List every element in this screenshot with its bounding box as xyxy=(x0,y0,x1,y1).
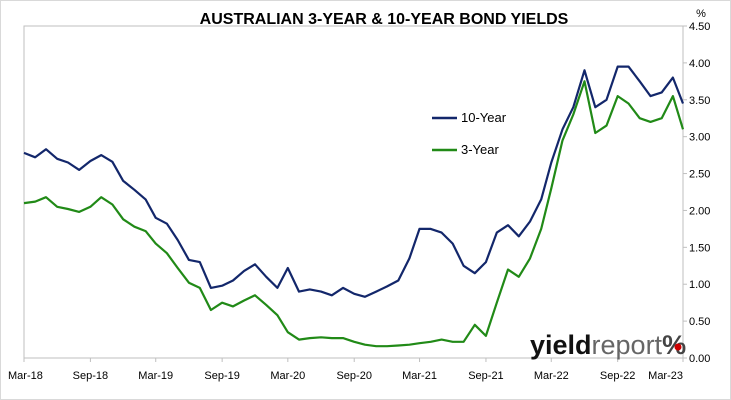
x-tick-label: Sep-20 xyxy=(336,370,371,382)
x-axis: Mar-18 Sep-18 Mar-19 Sep-19 Mar-20 Sep-20 Mar-… xyxy=(8,358,684,382)
series-lines xyxy=(23,65,685,348)
x-tick-label: Mar-18 xyxy=(8,370,43,382)
logo-percent-text: % xyxy=(662,330,686,360)
y-axis: 0.00 0.50 1.00 1.50 2.00 2.50 3.00 3.50 4.00 4.50 xyxy=(683,21,710,365)
legend-label-3-year: 3-Year xyxy=(461,142,499,157)
logo-percent-dot xyxy=(674,343,682,351)
y-tick-label: 3.50 xyxy=(689,95,710,107)
series-line-3-year xyxy=(23,80,685,348)
y-tick-label: 1.50 xyxy=(689,242,710,254)
x-tick-label: Mar-19 xyxy=(138,370,173,382)
y-tick-label: 4.00 xyxy=(689,58,710,70)
y-tick-label: 0.00 xyxy=(689,353,710,365)
x-tick-label: Sep-18 xyxy=(73,370,108,382)
plot-area xyxy=(23,25,684,359)
y-tick-label: 1.00 xyxy=(689,279,710,291)
y-tick-label: 0.50 xyxy=(689,316,710,328)
logo-yield-text: yield xyxy=(530,330,592,360)
x-tick-label: Mar-21 xyxy=(402,370,437,382)
x-tick-label: Mar-20 xyxy=(270,370,305,382)
x-tick-label: Sep-21 xyxy=(468,370,503,382)
x-tick-label: Mar-23 xyxy=(648,370,683,382)
legend-label-10-year: 10-Year xyxy=(461,110,507,125)
x-tick-label: Mar-22 xyxy=(534,370,569,382)
y-tick-label: 2.50 xyxy=(689,169,710,181)
logo-report-text: report xyxy=(592,330,663,360)
y-tick-label: 2.00 xyxy=(689,205,710,217)
chart-title: AUSTRALIAN 3-YEAR & 10-YEAR BOND YIELDS xyxy=(200,11,569,28)
y-axis-unit: % xyxy=(696,8,706,20)
y-tick-label: 4.50 xyxy=(689,21,710,33)
y-tick-label: 3.00 xyxy=(689,132,710,144)
series-line-10-year xyxy=(23,65,685,298)
x-tick-label: Sep-22 xyxy=(600,370,635,382)
legend: 10-Year 3-Year xyxy=(432,110,507,157)
svg-text:yieldreport%: yieldreport% xyxy=(530,330,686,360)
yieldreport-logo: yieldreport% xyxy=(530,330,686,360)
x-tick-label: Sep-19 xyxy=(204,370,239,382)
